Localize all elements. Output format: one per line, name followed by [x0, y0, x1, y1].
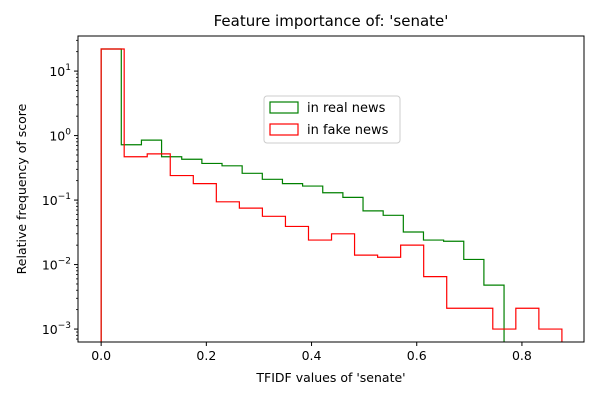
x-tick-label: 0.8 [512, 348, 532, 363]
plot-frame [77, 35, 585, 343]
x-axis-label: TFIDF values of 'senate' [255, 370, 405, 385]
x-tick-label: 0.2 [196, 348, 216, 363]
y-tick-label: 10−3 [42, 321, 71, 337]
y-tick-label: 10−2 [42, 257, 71, 273]
y-tick-label: 101 [49, 63, 71, 79]
x-tick-label: 0.6 [407, 348, 427, 363]
legend-swatch-fake-news [269, 123, 299, 136]
plot-area [77, 35, 585, 343]
legend-label-real-news: in real news [307, 101, 386, 116]
y-tick-label: 10−1 [42, 192, 71, 208]
y-axis-label: Relative frequency of score [14, 103, 29, 274]
plot-background [78, 36, 584, 342]
y-axis: 10−3 10−2 10−1 100 101 [42, 39, 78, 340]
chart-title: Feature importance of: 'senate' [214, 12, 449, 30]
legend-swatch-real-news [269, 101, 299, 114]
x-axis: 0.0 0.2 0.4 0.6 0.8 [91, 342, 532, 363]
series-layer [100, 48, 563, 342]
legend: in real news in fake news [263, 95, 401, 144]
y-tick-label: 100 [49, 128, 71, 144]
x-tick-label: 0.0 [91, 348, 111, 363]
legend-label-fake-news: in fake news [307, 123, 389, 138]
histogram-series-fake-news [100, 48, 563, 342]
x-tick-label: 0.4 [302, 348, 322, 363]
